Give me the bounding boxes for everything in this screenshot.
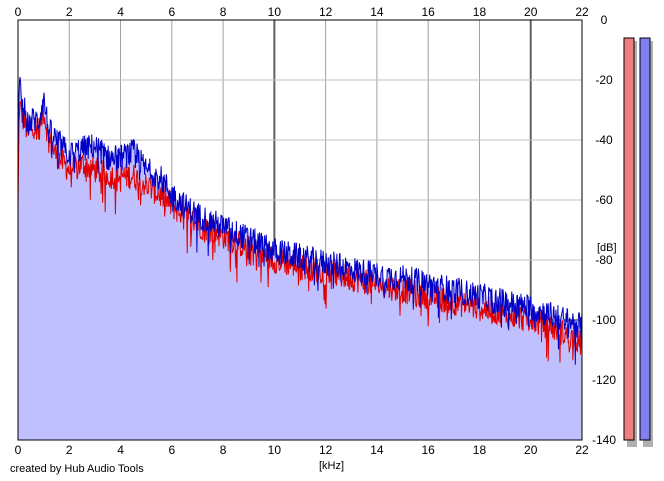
x-axis-label: [kHz] (319, 460, 344, 472)
x-tick-label-bottom: 10 (268, 443, 282, 457)
y-tick-label: -40 (595, 133, 613, 147)
x-tick-label-bottom: 6 (168, 443, 175, 457)
x-tick-label-top: 20 (524, 5, 538, 19)
level-meter-bar (623, 37, 635, 441)
series-line-blue (18, 76, 582, 365)
x-tick-label-bottom: 22 (575, 443, 589, 457)
x-tick-label-bottom: 16 (422, 443, 436, 457)
y-tick-label: -100 (592, 313, 616, 327)
x-tick-label-top: 4 (117, 5, 124, 19)
x-tick-label-bottom: 20 (524, 443, 538, 457)
x-tick-label-bottom: 2 (66, 443, 73, 457)
x-tick-label-bottom: 8 (220, 443, 227, 457)
y-tick-label: -80 (595, 253, 613, 267)
x-tick-label-bottom: 12 (319, 443, 333, 457)
y-tick-label: -60 (595, 193, 613, 207)
y-axis-label: [dB] (597, 242, 617, 254)
x-tick-label-top: 10 (268, 5, 282, 19)
x-tick-label-bottom: 18 (473, 443, 487, 457)
x-tick-label-top: 12 (319, 5, 333, 19)
series-line-red (18, 101, 582, 363)
y-tick-label: 0 (601, 13, 608, 27)
credit-text: created by Hub Audio Tools (10, 463, 144, 475)
x-tick-label-top: 6 (168, 5, 175, 19)
tick-labels: 002244668810101212141416161818202022220-… (15, 5, 617, 457)
x-tick-label-top: 16 (422, 5, 436, 19)
plot-border (17, 19, 583, 441)
x-tick-label-bottom: 14 (370, 443, 384, 457)
x-tick-label-top: 0 (15, 5, 22, 19)
x-tick-label-top: 18 (473, 5, 487, 19)
y-tick-label: -20 (595, 73, 613, 87)
x-tick-label-top: 22 (575, 5, 589, 19)
level-meters (623, 37, 653, 447)
x-tick-label-bottom: 4 (117, 443, 124, 457)
x-tick-label-top: 8 (220, 5, 227, 19)
x-tick-label-top: 14 (370, 5, 384, 19)
plot-series (18, 76, 582, 440)
x-tick-label-top: 2 (66, 5, 73, 19)
x-tick-label-bottom: 0 (15, 443, 22, 457)
y-tick-label: -140 (592, 433, 616, 447)
level-meter-bar (639, 37, 651, 441)
y-tick-label: -120 (592, 373, 616, 387)
